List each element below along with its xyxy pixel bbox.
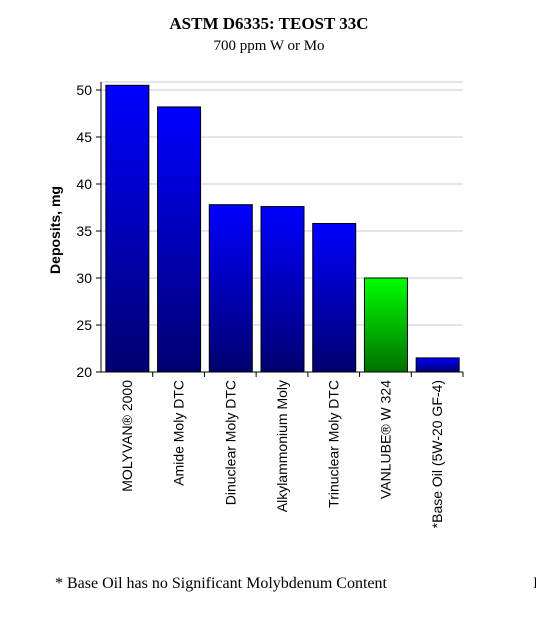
x-tick-label: *Base Oil (5W-20 GF-4) xyxy=(429,380,445,528)
chart-title: ASTM D6335: TEOST 33C xyxy=(169,14,369,33)
x-tick-label: Trinuclear Moly DTC xyxy=(326,380,342,508)
bar xyxy=(312,222,357,373)
y-tick-label: 45 xyxy=(76,129,92,145)
x-tick-label: Alkylammonium Moly xyxy=(274,380,290,512)
footnote: * Base Oil has no Significant Molybdenum… xyxy=(55,575,387,592)
y-tick-label: 25 xyxy=(76,317,92,333)
bar xyxy=(208,204,253,373)
y-tick-label: 40 xyxy=(76,176,92,192)
x-tick-label: Amide Moly DTC xyxy=(171,380,187,486)
y-axis-label: Deposits, mg xyxy=(47,186,63,274)
y-tick-label: 30 xyxy=(76,270,92,286)
chart-subtitle: 700 ppm W or Mo xyxy=(213,38,325,54)
y-tick-label: 20 xyxy=(76,364,92,380)
edge-text-fragment: I xyxy=(533,575,536,592)
y-ticks: 20 25 30 35 40 45 50 xyxy=(76,82,101,380)
x-tick-label: VANLUBE® W 324 xyxy=(377,380,393,499)
bar xyxy=(415,357,460,373)
x-tick-labels: MOLYVAN® 2000 Amide Moly DTC Dinuclear Mol… xyxy=(119,372,464,528)
bar xyxy=(157,106,202,373)
y-tick-label: 35 xyxy=(76,223,92,239)
bar xyxy=(105,84,150,373)
bar xyxy=(363,277,408,373)
x-tick-label: MOLYVAN® 2000 xyxy=(119,380,135,492)
y-tick-label: 50 xyxy=(76,82,92,98)
bars xyxy=(105,84,460,373)
x-tick-label: Dinuclear Moly DTC xyxy=(222,380,238,505)
bar xyxy=(260,206,305,373)
